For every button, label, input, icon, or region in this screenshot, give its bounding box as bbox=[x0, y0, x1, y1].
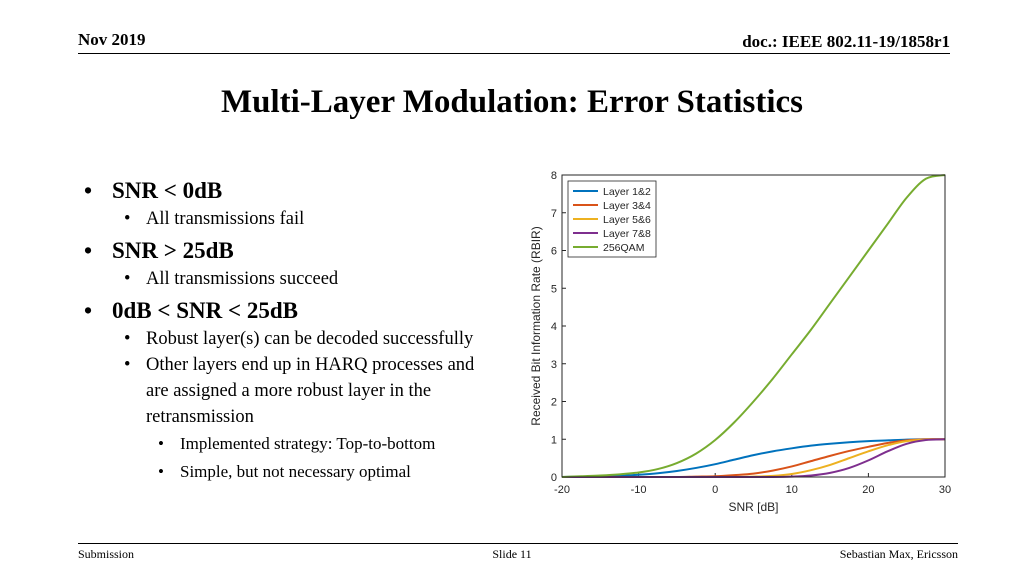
bullet-text: All transmissions succeed bbox=[146, 269, 339, 289]
legend-entry: Layer 3&4 bbox=[603, 200, 651, 212]
y-tick-label: 3 bbox=[551, 359, 557, 371]
bullet-item: • Robust layer(s) can be decoded successf… bbox=[84, 326, 476, 352]
bullet-item: • Simple, but not necessary optimal bbox=[84, 458, 504, 486]
bullet-list-container: • SNR < 0dB • All transmissions fail • SNR … bbox=[84, 172, 504, 486]
bullet-item: • SNR > 25dB bbox=[84, 236, 504, 266]
rbir-chart-svg: -20 -10 0 10 20 30 0 1 2 3 4 5 6 7 8 Layer 1&2 Layer 3&… bbox=[529, 170, 951, 514]
x-tick-label: 10 bbox=[786, 484, 798, 496]
bullet-dot: • bbox=[124, 209, 131, 229]
y-tick-label: 8 bbox=[551, 170, 557, 182]
bullet-dot: • bbox=[84, 298, 93, 323]
x-tick-label: 20 bbox=[862, 484, 874, 496]
bullet-text: 0dB < SNR < 25dB bbox=[112, 298, 298, 323]
x-axis-label: SNR [dB] bbox=[728, 500, 778, 514]
bullet-dot: • bbox=[158, 434, 164, 453]
y-axis-label: Received Bit Information Rate (RBIR) bbox=[529, 226, 543, 425]
y-tick-label: 5 bbox=[551, 283, 557, 295]
slide-title: Multi-Layer Modulation: Error Statistics bbox=[220, 84, 804, 120]
bullet-text: Robust layer(s) can be decoded successfu… bbox=[146, 329, 474, 349]
footer-slide-number: Slide 11 bbox=[492, 547, 532, 561]
footer-divider bbox=[78, 543, 958, 544]
bullet-dot: • bbox=[124, 355, 131, 375]
y-tick-label: 7 bbox=[551, 208, 557, 220]
header-divider bbox=[78, 53, 950, 54]
bullet-item: • Other layers end up in HARQ processes a… bbox=[84, 352, 476, 430]
x-tick-label: -20 bbox=[554, 484, 570, 496]
bullet-text: Implemented strategy: Top-to-bottom bbox=[180, 434, 436, 453]
bullet-item: • Implemented strategy: Top-to-bottom bbox=[84, 430, 504, 458]
series-line bbox=[561, 174, 946, 478]
bullet-dot: • bbox=[158, 462, 164, 481]
bullet-text: All transmissions fail bbox=[146, 209, 305, 229]
y-tick-label: 2 bbox=[551, 397, 557, 409]
legend-entry: Layer 5&6 bbox=[603, 214, 651, 226]
bullet-text: SNR < 0dB bbox=[112, 178, 223, 203]
x-tick-label: 30 bbox=[939, 484, 951, 496]
bullet-item: • All transmissions succeed bbox=[84, 266, 504, 292]
bullet-list: • SNR < 0dB • All transmissions fail • SNR … bbox=[84, 176, 504, 486]
header-date: Nov 2019 bbox=[78, 30, 146, 49]
legend-entry: Layer 7&8 bbox=[603, 228, 651, 240]
bullet-text: Simple, but not necessary optimal bbox=[180, 462, 411, 481]
bullet-dot: • bbox=[84, 238, 93, 263]
y-tick-label: 6 bbox=[551, 246, 557, 258]
bullet-item: • 0dB < SNR < 25dB bbox=[84, 296, 504, 326]
y-tick-label: 0 bbox=[551, 472, 557, 484]
y-tick-label: 4 bbox=[551, 321, 557, 333]
bullet-dot: • bbox=[124, 329, 131, 349]
series-line bbox=[561, 438, 946, 478]
legend-entry: Layer 1&2 bbox=[603, 186, 651, 198]
legend: Layer 1&2 Layer 3&4 Layer 5&6 Layer 7&8 256Q… bbox=[567, 180, 657, 258]
series-line bbox=[562, 438, 946, 479]
footer-submission: Submission bbox=[78, 547, 135, 561]
rbir-chart: -20 -10 0 10 20 30 0 1 2 3 4 5 6 7 8 Layer 1&2 Layer 3&… bbox=[528, 164, 960, 529]
legend-entry: 256QAM bbox=[603, 242, 644, 254]
bullet-text: SNR > 25dB bbox=[112, 238, 234, 263]
header-doc-id: doc.: IEEE 802.11-19/1858r1 bbox=[742, 32, 950, 51]
x-tick-label: 0 bbox=[712, 484, 718, 496]
bullet-dot: • bbox=[84, 178, 93, 203]
plot-frame bbox=[561, 174, 946, 478]
y-tick-label: 1 bbox=[551, 434, 557, 446]
bullet-item: • SNR < 0dB bbox=[84, 176, 504, 206]
bullet-item: • All transmissions fail bbox=[84, 206, 504, 232]
bullet-text: Other layers end up in HARQ processes an… bbox=[146, 355, 475, 427]
x-tick-label: -10 bbox=[631, 484, 647, 496]
footer-author: Sebastian Max, Ericsson bbox=[839, 547, 958, 561]
bullet-dot: • bbox=[124, 269, 131, 289]
